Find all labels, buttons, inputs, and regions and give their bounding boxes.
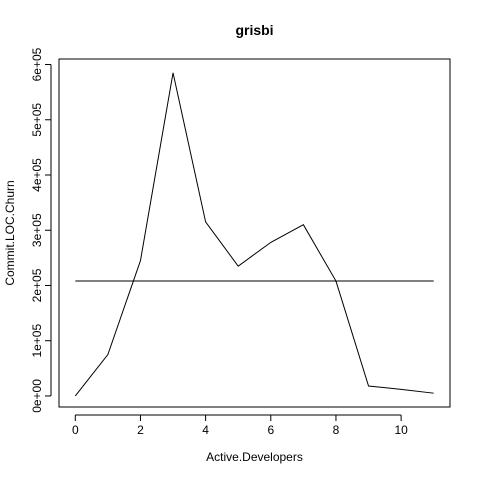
x-tick-label: 6 <box>267 423 274 437</box>
y-tick-label: 5e+05 <box>30 103 44 137</box>
x-tick-label: 2 <box>137 423 144 437</box>
y-tick-label: 3e+05 <box>30 213 44 247</box>
series-line <box>74 72 434 397</box>
x-tick-label: 10 <box>394 423 408 437</box>
chart-title: grisbi <box>235 22 273 38</box>
y-tick-label: 1e+05 <box>30 324 44 358</box>
y-axis-label: Commit.LOC.Churn <box>3 180 17 285</box>
y-tick-label: 4e+05 <box>30 158 44 192</box>
y-tick-label: 2e+05 <box>30 268 44 302</box>
x-tick-label: 4 <box>202 423 209 437</box>
y-tick-label: 6e+05 <box>30 47 44 81</box>
chart-marks: 0 2 4 6 8 10 0e+00 1e+05 2e+05 3e+05 4e+05 5e+05 6e+… <box>30 47 434 437</box>
x-axis-label: Active.Developers <box>206 450 303 464</box>
x-tick-label: 8 <box>333 423 340 437</box>
y-tick-label: 0e+00 <box>30 379 44 413</box>
plot-frame <box>58 58 451 408</box>
x-tick-label: 0 <box>72 423 79 437</box>
